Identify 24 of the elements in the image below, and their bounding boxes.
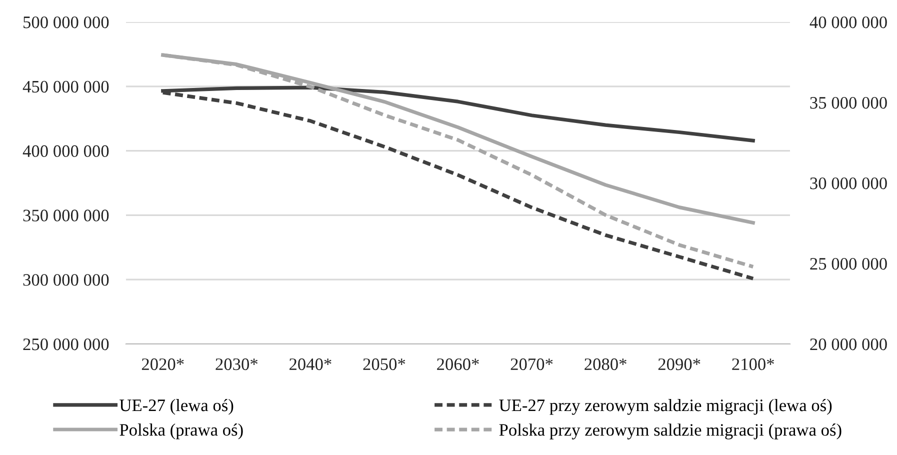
x-tick-label: 2080* [584,358,626,370]
x-tick-label: 2030* [216,358,258,370]
y-tick-label: 400 000 000 [22,145,109,157]
y2-tick-label: 35 000 000 [810,96,887,109]
y2-tick-label: 20 000 000 [810,338,887,350]
legend-label: Polska przy zerowym saldzie migracji (prawa oś) [499,424,842,440]
x-tick-label: 2090* [658,358,700,370]
x-tick-label: 2060* [437,358,479,370]
y2-tick-label: 25 000 000 [810,258,887,270]
legend-label: UE-27 przy zerowym saldzie migracji (lewa oś) [499,398,832,415]
y2-tick-label: 30 000 000 [810,177,887,190]
y-tick-label: 450 000 000 [22,80,109,93]
y-tick-label: 500 000 000 [24,16,109,28]
x-tick-label: 2100* [732,358,774,370]
x-tick-label: 2040* [290,358,332,370]
legend-label: Polska (prawa oś) [120,424,243,440]
y-tick-label: 300 000 000 [23,274,109,286]
legend-label: UE-27 (lewa oś) [120,398,234,415]
y-tick-label: 250 000 000 [23,338,109,350]
x-tick-label: 2050* [363,358,406,370]
y2-tick-label: 40 000 000 [810,16,887,28]
x-tick-label: 2020* [142,358,184,370]
x-tick-label: 2070* [510,358,553,370]
y-tick-label: 350 000 000 [23,210,109,222]
